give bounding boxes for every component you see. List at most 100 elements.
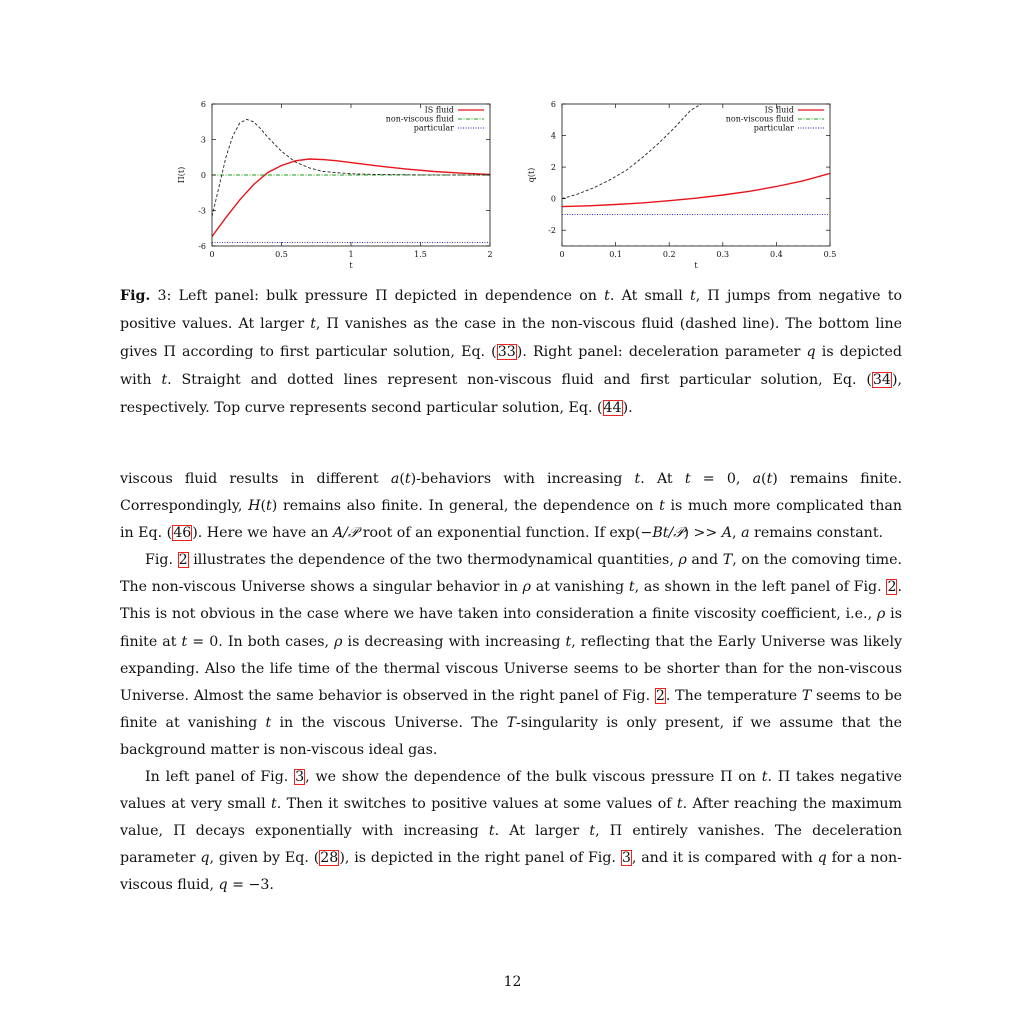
y-tick-label: 0 <box>201 171 206 180</box>
y-axis-label: Π(t) <box>177 167 186 183</box>
equation-reference-link[interactable]: 44 <box>602 400 623 416</box>
x-tick-label: 0.2 <box>663 250 676 259</box>
text-run: ), is depicted in the right panel of Fig… <box>339 850 621 867</box>
x-tick-label: 0 <box>209 250 214 259</box>
equation-reference-link[interactable]: 46 <box>172 525 193 542</box>
equation-reference-link[interactable]: 2 <box>886 579 898 596</box>
math-symbol: t <box>761 769 768 786</box>
legend-entry-label: non-viscous fluid <box>726 115 794 124</box>
math-symbol: t <box>271 796 277 813</box>
text-run: ( <box>761 471 767 487</box>
text-run: , and it is compared with <box>631 850 818 867</box>
equation-reference-link[interactable]: 2 <box>177 552 189 569</box>
math-symbol: ρ <box>334 633 343 650</box>
text-run: ) remains also finite. In general, the d… <box>271 498 660 515</box>
math-symbol: t <box>766 471 773 487</box>
x-tick-label: 2 <box>487 250 492 259</box>
text-run: at vanishing <box>531 579 629 596</box>
text-run: , Π vanishes as the case in the non-visc… <box>120 316 902 360</box>
paragraph: Fig. 2 illustrates the dependence of the… <box>120 547 902 764</box>
text-run: root of an exponential function. If exp(… <box>358 525 653 542</box>
text-run: = 0, <box>690 471 753 487</box>
text-run: ), respectively. Top curve represents se… <box>120 372 903 416</box>
equation-reference-link[interactable]: 3 <box>620 850 632 867</box>
math-symbol: t <box>604 288 610 304</box>
y-tick-label: 6 <box>551 100 556 109</box>
y-tick-label: 2 <box>551 163 556 172</box>
equation-reference-link[interactable]: 33 <box>496 344 517 360</box>
math-symbol: t <box>676 796 683 813</box>
text-run: . At larger <box>494 823 590 840</box>
text-run: viscous fluid results in different <box>120 471 391 487</box>
math-symbol: ρ <box>522 579 531 596</box>
text-run: ). Here we have an <box>192 525 333 542</box>
text-run: is much more complicated than in Eq. ( <box>120 498 902 542</box>
text-run: ). <box>622 400 633 416</box>
equation-reference-link[interactable]: 3 <box>294 769 306 786</box>
text-run: . The temperature <box>665 687 802 704</box>
figure-caption: Fig. 3: Left panel: bulk pressure Π depi… <box>120 282 902 422</box>
equation-reference-link[interactable]: 2 <box>654 687 666 704</box>
math-symbol: t <box>181 633 188 650</box>
math-symbol: a <box>741 525 750 542</box>
text-run: ( <box>260 498 267 515</box>
math-symbol: T <box>506 714 516 731</box>
math-symbol: t <box>589 823 596 840</box>
y-tick-label: 4 <box>551 132 556 141</box>
y-tick-label: 0 <box>551 195 556 204</box>
math-symbol: a <box>390 471 400 487</box>
math-symbol: t <box>565 633 572 650</box>
paragraph: viscous fluid results in different a(t)-… <box>120 466 902 547</box>
math-symbol: t <box>266 498 272 515</box>
series-line-is-fluid <box>562 172 830 208</box>
legend-entry-label: particular <box>414 124 454 133</box>
math-symbol: t <box>684 471 691 487</box>
math-symbol: H <box>248 498 261 515</box>
legend-entry-label: IS fluid <box>765 106 794 115</box>
text-run: , reflecting that the Early Universe was… <box>120 633 902 704</box>
text-run: = 0. In both cases, <box>187 633 335 650</box>
text-run: . Straight and dotted lines represent no… <box>167 372 872 388</box>
text-run: , Π entirely vanishes. The deceleration … <box>120 823 902 867</box>
text-run: is decreasing with increasing <box>342 633 566 650</box>
math-symbol: t <box>628 579 635 596</box>
equation-reference-link[interactable]: 34 <box>871 372 892 388</box>
text-run: , on the comoving time. The non-viscous … <box>120 552 902 596</box>
x-tick-label: 0.3 <box>716 250 729 259</box>
math-symbol: A <box>721 525 733 542</box>
text-run: in the viscous Universe. The <box>271 714 507 731</box>
text-run: ) remains finite. Correspondingly, <box>120 471 902 515</box>
legend-entry-label: IS fluid <box>425 106 454 115</box>
body-text: viscous fluid results in different a(t)-… <box>120 466 902 900</box>
math-symbol: t <box>404 471 411 487</box>
math-symbol: T <box>801 687 812 704</box>
math-symbol: q <box>806 344 816 360</box>
y-tick-label: -2 <box>548 226 556 235</box>
math-symbol: t <box>161 372 168 388</box>
text-run: )-behaviors with increasing <box>410 471 635 487</box>
math-symbol: t <box>689 288 696 304</box>
y-tick-label: -6 <box>198 242 206 251</box>
math-symbol: A/𝒫 <box>332 525 359 542</box>
chart-svg: 0 0.5 1 1.5 2 -6 -3 0 3 6 t Π(t) IS fluidnon-viscous… <box>177 100 493 270</box>
equation-reference-link[interactable]: 28 <box>319 850 340 867</box>
text-run: ) >> <box>683 525 722 542</box>
page-number: 12 <box>503 974 522 990</box>
text-run: . At small <box>609 288 690 304</box>
text-run: = −3. <box>227 877 274 894</box>
x-tick-label: 0.1 <box>609 250 622 259</box>
text-run: , <box>732 525 742 542</box>
y-tick-label: 6 <box>201 100 206 109</box>
x-tick-label: 1.5 <box>414 250 427 259</box>
series-line-is-fluid <box>212 158 490 237</box>
math-symbol: t <box>265 714 272 731</box>
legend-entry-label: particular <box>754 124 794 133</box>
text-run: ). Right panel: deceleration parameter <box>516 344 807 360</box>
math-symbol: ρ <box>678 552 687 569</box>
text-run: illustrates the dependence of the two th… <box>188 552 679 569</box>
x-tick-label: 0 <box>559 250 564 259</box>
math-symbol: t <box>659 498 665 515</box>
text-run: for a non-viscous fluid, <box>120 850 902 894</box>
math-symbol: T <box>722 552 733 569</box>
x-tick-label: 0.5 <box>824 250 837 259</box>
